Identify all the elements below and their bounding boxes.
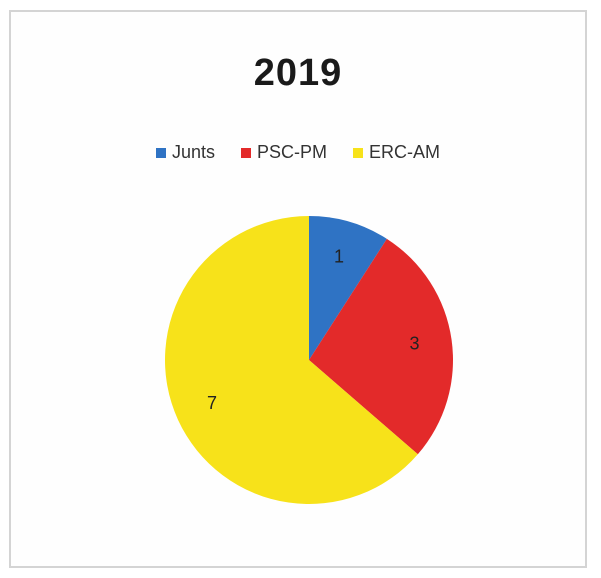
legend-swatch-junts [155,147,166,158]
legend-label-junts: Junts [171,142,215,162]
chart-legend: Junts PSC-PM ERC-AM [11,142,585,163]
data-label-psc-pm: 3 [409,334,419,354]
pie-slice-erc-am [165,216,418,504]
data-label-erc-am: 7 [207,393,217,413]
pie-slice-junts [309,216,387,360]
pie-slice-psc-pm [309,238,453,455]
chart-title: 2019 [253,52,343,94]
chart-frame: 2019 Junts PSC-PM ERC-AM 1 3 7 [9,10,587,568]
legend-label-psc-pm: PSC-PM [257,142,328,162]
pie-chart: 1 3 7 [165,216,453,504]
legend-swatch-erc-am [353,147,364,158]
legend-item-erc-am: ERC-AM [353,142,440,163]
legend-label-erc-am: ERC-AM [369,142,441,162]
legend-swatch-psc-pm [241,147,251,158]
data-label-junts: 1 [334,247,344,267]
legend-item-junts: Junts [155,142,215,163]
legend-item-psc-pm: PSC-PM [241,142,327,163]
